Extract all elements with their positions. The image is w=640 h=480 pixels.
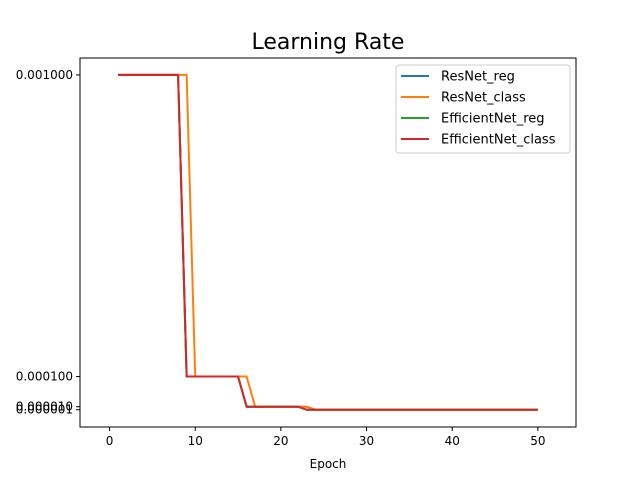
y-tick-label: 0.000010 xyxy=(16,400,73,414)
x-axis-label: Epoch xyxy=(310,457,347,471)
legend-label-0: ResNet_reg xyxy=(441,70,515,85)
x-tick-label: 0 xyxy=(106,434,114,448)
x-tick-label: 10 xyxy=(188,434,203,448)
legend-label-2: EfficientNet_reg xyxy=(441,112,545,127)
x-tick-label: 20 xyxy=(273,434,288,448)
plot-frame xyxy=(79,57,577,428)
y-tick-label: 0.000001 xyxy=(16,403,73,417)
plot-lines xyxy=(118,73,538,411)
x-tick-label: 40 xyxy=(445,434,460,448)
legend: ResNet_reg ResNet_class EfficientNet_reg Ef… xyxy=(395,64,571,154)
legend-frame xyxy=(395,64,571,154)
y-tick-label: 0.000100 xyxy=(16,370,73,384)
legend-label-1: ResNet_class xyxy=(441,91,526,106)
y-tick-label: 0.001000 xyxy=(16,68,73,82)
legend-label-3: EfficientNet_class xyxy=(441,133,556,148)
chart-title: Learning Rate xyxy=(252,30,405,55)
x-axis-ticks: 0 10 20 30 40 50 xyxy=(106,427,546,448)
x-tick-label: 30 xyxy=(359,434,374,448)
series-line-3 xyxy=(118,73,538,411)
x-tick-label: 50 xyxy=(530,434,545,448)
